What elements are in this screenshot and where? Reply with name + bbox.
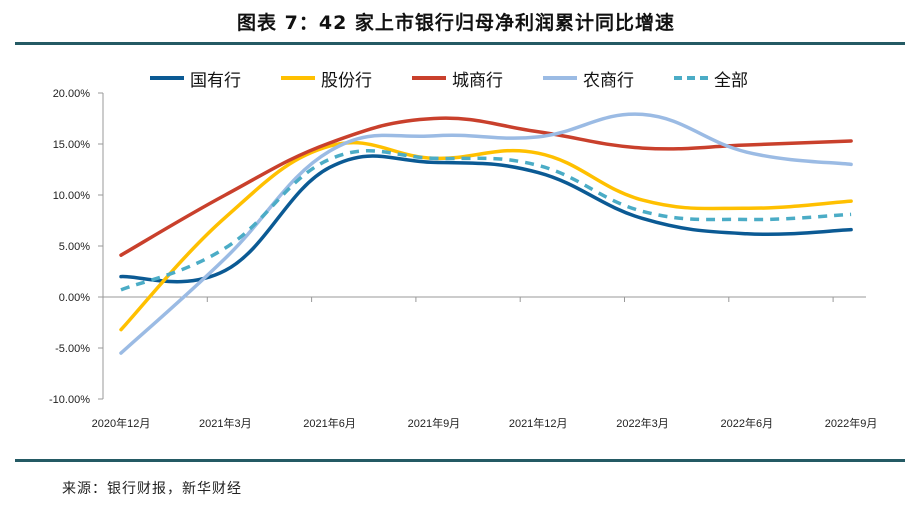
- x-tick-label: 2022年6月: [721, 416, 774, 430]
- x-tick-label: 2021年6月: [303, 416, 356, 430]
- top-divider: [15, 42, 905, 45]
- x-tick-label: 2022年9月: [825, 416, 878, 430]
- legend-item: 国有行: [150, 66, 241, 91]
- y-tick-label: -10.00%: [49, 394, 90, 406]
- legend-label: 国有行: [190, 70, 241, 91]
- legend-swatch: [281, 76, 315, 80]
- legend-label: 全部: [714, 70, 748, 91]
- legend-swatch: [412, 76, 446, 80]
- y-tick-label: 20.00%: [53, 88, 91, 100]
- legend-swatch: [543, 76, 577, 80]
- y-tick-label: 10.00%: [53, 190, 91, 202]
- legend-label: 农商行: [583, 70, 634, 91]
- legend-swatch: [150, 76, 184, 80]
- legend-label: 股份行: [321, 70, 372, 91]
- chart-title: 图表 7：42 家上市银行归母净利润累计同比增速: [237, 12, 675, 34]
- x-tick-label: 2020年12月: [92, 416, 151, 430]
- series-line-股份行: [119, 140, 853, 332]
- source-note: 来源：银行财报，新华财经: [62, 481, 242, 497]
- legend-swatch: [674, 76, 708, 80]
- legend-label: 城商行: [452, 70, 503, 91]
- legend-item: 城商行: [412, 66, 503, 91]
- x-tick-label: 2021年3月: [199, 416, 252, 430]
- y-tick-label: 15.00%: [53, 139, 91, 151]
- y-tick-label: 5.00%: [59, 241, 90, 253]
- legend-item: 农商行: [543, 66, 634, 91]
- series-line-国有行: [119, 154, 853, 284]
- bottom-divider: [15, 459, 905, 462]
- series-line-全部: [120, 149, 852, 292]
- series-line-农商行: [119, 112, 853, 355]
- x-tick-label: 2021年12月: [509, 416, 568, 430]
- legend: 国有行 股份行 城商行 农商行 全部: [150, 66, 870, 91]
- y-tick-label: 0.00%: [59, 292, 90, 304]
- x-tick-label: 2021年9月: [408, 416, 461, 430]
- x-tick-label: 2022年3月: [616, 416, 669, 430]
- series-line-城商行: [119, 116, 853, 257]
- legend-item: 全部: [674, 66, 748, 91]
- y-tick-label: -5.00%: [55, 343, 90, 355]
- legend-item: 股份行: [281, 66, 372, 91]
